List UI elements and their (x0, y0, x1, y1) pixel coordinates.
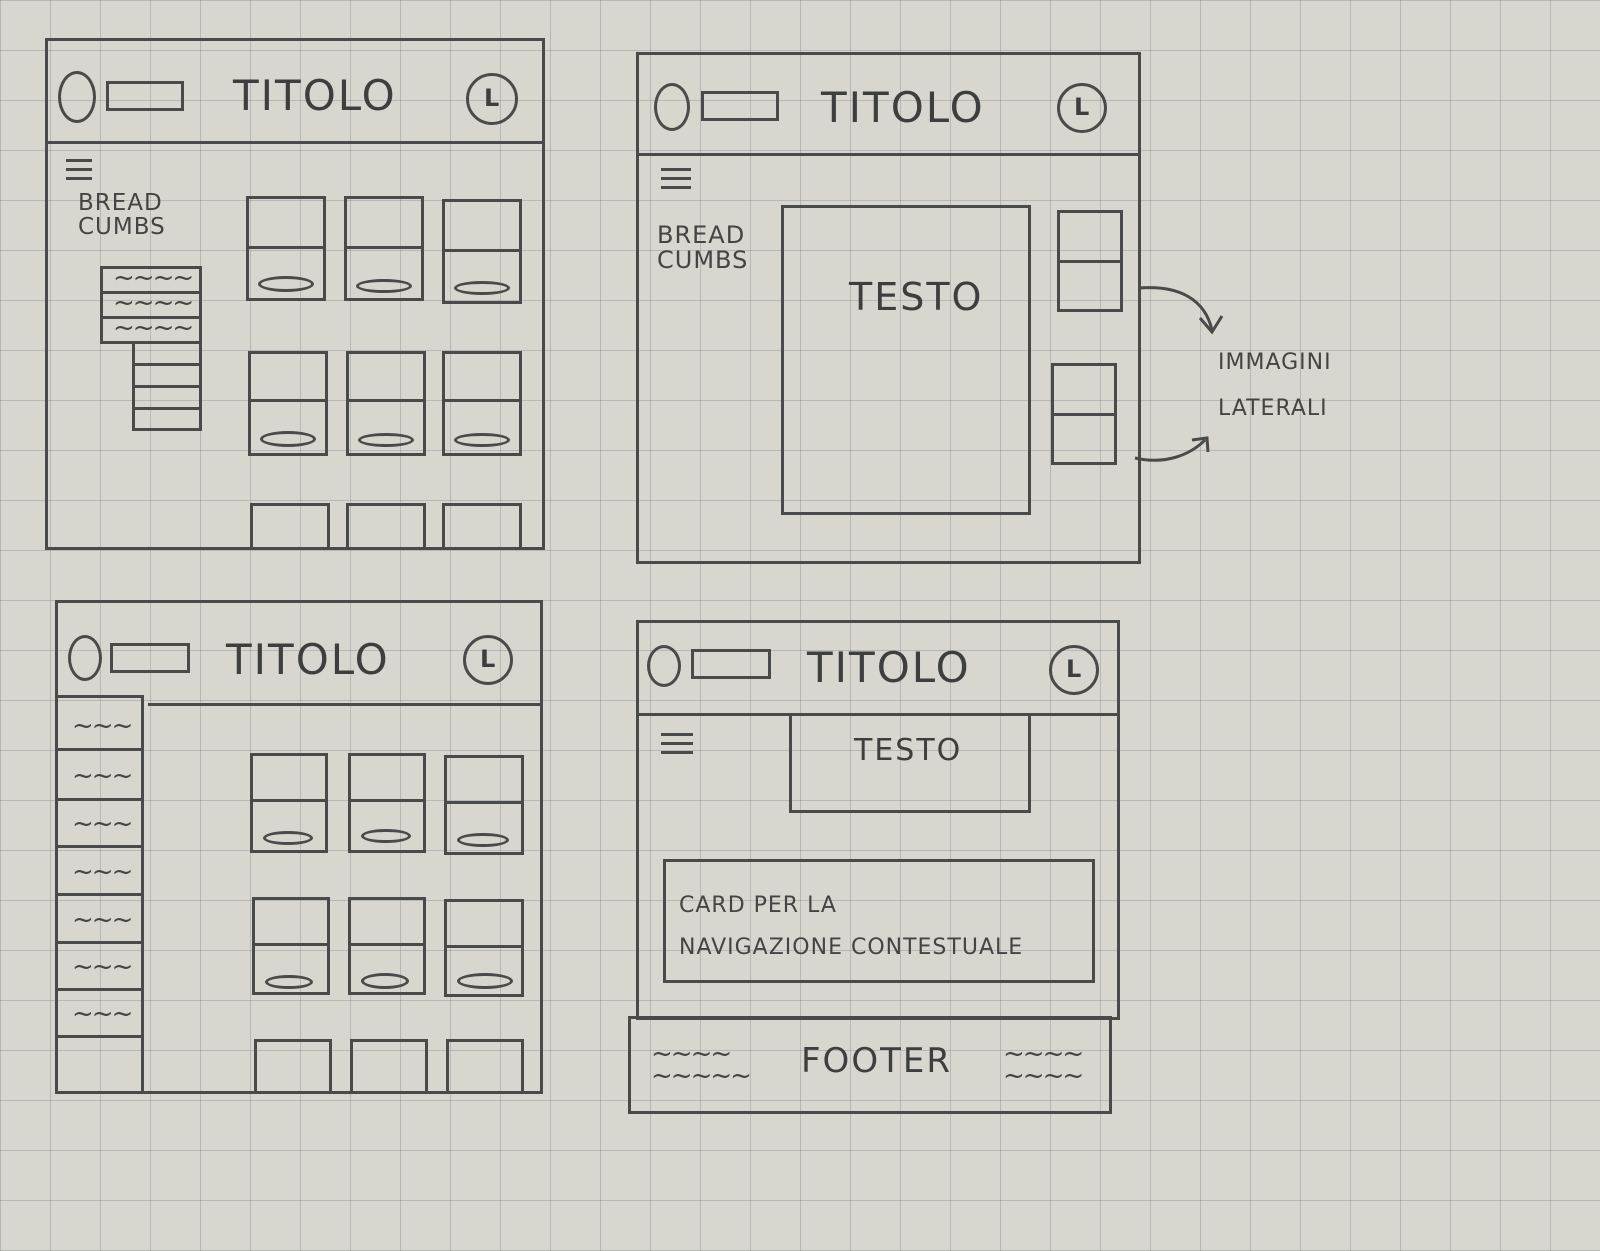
side-list-item[interactable]: ~~~~ (113, 288, 194, 318)
avatar-letter: L (480, 645, 496, 673)
footer: ~~~~ ~~~~~ FOOTER ~~~~ ~~~~ (628, 1016, 1112, 1114)
card-button[interactable] (263, 831, 313, 845)
card-button[interactable] (457, 833, 509, 847)
header-divider (148, 703, 540, 706)
product-card[interactable] (444, 899, 524, 997)
card-button[interactable] (265, 975, 313, 989)
card-button[interactable] (454, 433, 510, 447)
side-list-item[interactable]: ~~~~ (113, 263, 194, 293)
logo-rect (691, 649, 771, 679)
card-button[interactable] (361, 973, 409, 989)
product-card[interactable] (346, 351, 426, 456)
breadcrumbs[interactable]: BREAD CUMBS (657, 221, 749, 275)
wireframe-3: TITOLO L ~~~ ~~~ ~~~ ~~~ ~~~ ~~~ ~~~ (55, 600, 543, 1094)
card-button[interactable] (454, 281, 510, 295)
header-divider (639, 153, 1138, 156)
footer-link[interactable]: ~~~~ (1003, 1039, 1084, 1069)
user-avatar-icon[interactable] (1049, 645, 1099, 695)
product-card[interactable] (442, 351, 522, 456)
sidebar-item[interactable]: ~~~ (72, 857, 133, 887)
page-title: TITOLO (821, 83, 985, 132)
product-card[interactable] (446, 1039, 524, 1091)
header-divider (48, 141, 542, 144)
product-card[interactable] (346, 503, 426, 547)
logo-circle-icon (68, 635, 102, 681)
sidebar-item[interactable]: ~~~ (72, 999, 133, 1029)
wireframe-1: TITOLO L BREAD CUMBS ~~~~ ~~~~ ~~~~ (45, 38, 545, 550)
user-avatar-icon[interactable] (463, 635, 513, 685)
footer-link[interactable]: ~~~~~ (651, 1061, 752, 1091)
annotation-side-images: IMMAGINI LATERALI (1218, 350, 1332, 422)
logo-rect (701, 91, 779, 121)
product-card[interactable] (442, 503, 522, 547)
footer-link[interactable]: ~~~~ (651, 1039, 732, 1069)
main-text-area (789, 715, 1031, 813)
sidebar-item[interactable]: ~~~ (72, 711, 133, 741)
contextual-nav-card[interactable] (663, 859, 1095, 983)
avatar-letter: L (484, 84, 500, 112)
product-card[interactable] (248, 351, 328, 456)
footer-text: FOOTER (801, 1041, 952, 1081)
page-title: TITOLO (807, 643, 971, 692)
card-button[interactable] (358, 433, 414, 447)
logo-rect (110, 643, 190, 673)
sidebar-item[interactable]: ~~~ (72, 905, 133, 935)
logo-circle-icon (654, 83, 690, 131)
sidebar-item[interactable]: ~~~ (72, 761, 133, 791)
contextual-nav-card-text: CARD PER LA NAVIGAZIONE CONTESTUALE (679, 893, 1024, 960)
card-button[interactable] (356, 279, 412, 293)
product-card[interactable] (250, 753, 328, 853)
wireframe-2: TITOLO L BREAD CUMBS TESTO (636, 52, 1141, 564)
logo-circle-icon (647, 645, 681, 687)
user-avatar-icon[interactable] (466, 73, 518, 125)
card-button[interactable] (457, 973, 513, 989)
product-card[interactable] (252, 897, 330, 995)
breadcrumbs[interactable]: BREAD CUMBS (78, 190, 166, 241)
card-button[interactable] (258, 276, 314, 292)
product-card[interactable] (444, 755, 524, 855)
header-divider (639, 713, 1117, 716)
product-card[interactable] (254, 1039, 332, 1091)
user-avatar-icon[interactable] (1057, 83, 1107, 133)
sidebar-item[interactable]: ~~~ (72, 809, 133, 839)
product-card[interactable] (350, 1039, 428, 1091)
wireframe-4: TITOLO L TESTO CARD PER LA NAVIGAZIONE C… (636, 620, 1120, 1020)
page-title: TITOLO (226, 635, 390, 684)
avatar-letter: L (1066, 655, 1082, 683)
product-card[interactable] (348, 897, 426, 995)
avatar-letter: L (1074, 93, 1090, 121)
main-text-area (781, 205, 1031, 515)
hamburger-menu-icon[interactable] (66, 159, 92, 186)
side-list-item[interactable]: ~~~~ (113, 313, 194, 343)
hamburger-menu-icon[interactable] (661, 168, 691, 195)
footer-link[interactable]: ~~~~ (1003, 1061, 1084, 1091)
product-card[interactable] (250, 503, 330, 547)
hamburger-menu-icon[interactable] (661, 733, 693, 760)
card-button[interactable] (260, 431, 316, 447)
sidebar-item[interactable]: ~~~ (72, 952, 133, 982)
logo-rect (106, 81, 184, 111)
card-button[interactable] (361, 829, 411, 843)
page-title: TITOLO (233, 71, 397, 120)
main-text: TESTO (854, 733, 963, 768)
product-card[interactable] (348, 753, 426, 853)
main-text: TESTO (849, 275, 984, 319)
logo-circle-icon (58, 71, 96, 123)
